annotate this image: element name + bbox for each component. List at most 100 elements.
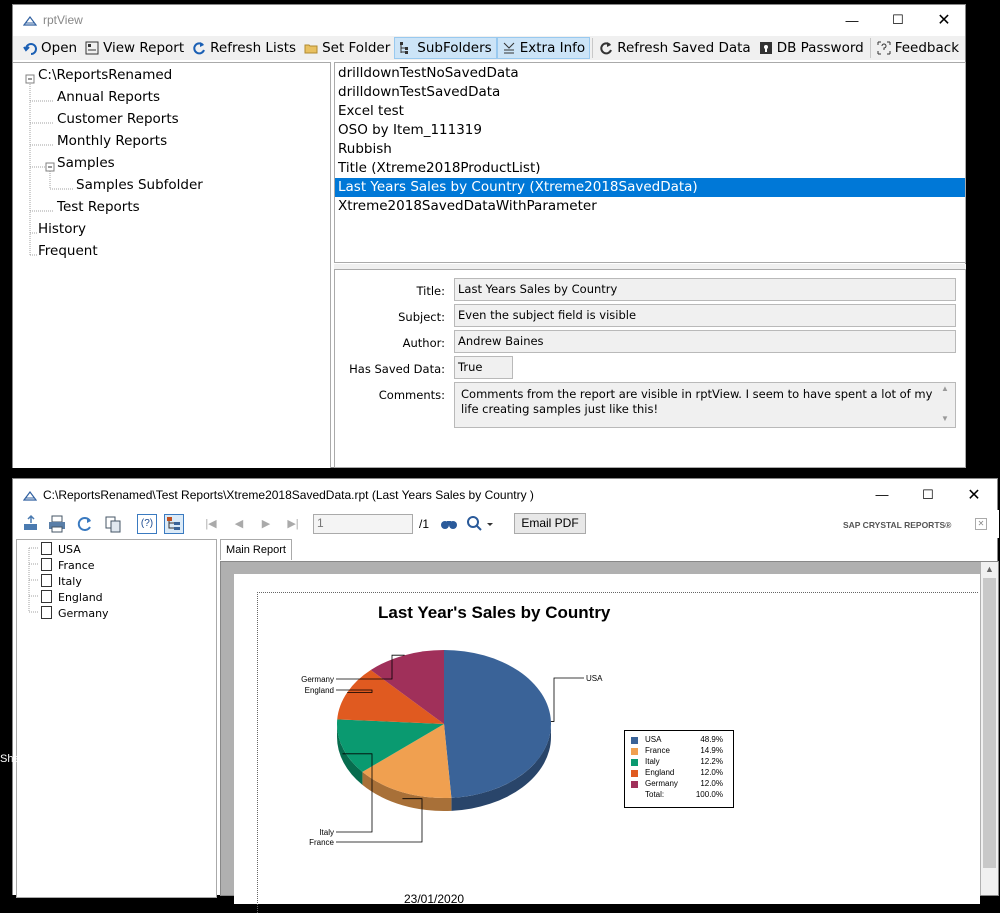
report-list-item[interactable]: OSO by Item_111319	[338, 122, 482, 138]
legend-row: England 12.0%	[631, 768, 727, 779]
pie-3d-edge	[337, 724, 551, 811]
previous-page-icon[interactable]: ◀	[234, 518, 244, 530]
refresh-icon	[192, 41, 206, 55]
zoom-icon[interactable]	[465, 514, 495, 534]
report-list-item[interactable]: Xtreme2018SavedDataWithParameter	[338, 198, 597, 214]
refresh-icon[interactable]	[75, 514, 95, 534]
tree-root[interactable]: C:\ReportsRenamed	[38, 67, 173, 83]
tree-item-samples[interactable]: Samples	[57, 155, 115, 171]
report-list-item[interactable]: drilldownTestSavedData	[338, 84, 501, 100]
tree-item-customer-reports[interactable]: Customer Reports	[57, 111, 179, 127]
group-tree-item[interactable]: Germany	[41, 606, 109, 620]
report-list-item[interactable]: Rubbish	[338, 141, 392, 157]
report-list-item-selected[interactable]: Last Years Sales by Country (Xtreme2018S…	[335, 178, 965, 197]
subject-field[interactable]: Even the subject field is visible	[454, 304, 956, 327]
minimize-button[interactable]: —	[845, 12, 859, 28]
export-icon[interactable]	[21, 514, 41, 534]
app-icon	[22, 14, 38, 26]
tree-item-history[interactable]: History	[38, 221, 87, 237]
feedback-button[interactable]: Feedback	[873, 37, 963, 59]
db-password-icon	[759, 41, 773, 55]
db-password-button[interactable]: DB Password	[755, 37, 868, 59]
leader-line	[336, 689, 373, 693]
print-icon[interactable]	[47, 514, 67, 534]
title-field[interactable]: Last Years Sales by Country	[454, 278, 956, 301]
subfolders-button[interactable]: SubFolders	[394, 37, 497, 59]
has-saved-data-label: Has Saved Data:	[349, 362, 445, 376]
group-tree: USA France Italy England Germany	[16, 539, 217, 898]
tab-main-report[interactable]: Main Report	[220, 539, 292, 560]
scroll-up-icon[interactable]: ▲	[985, 564, 994, 574]
help-icon[interactable]: (?)	[137, 514, 157, 534]
group-tree-item[interactable]: USA	[41, 542, 81, 556]
document-icon	[41, 606, 52, 619]
comments-field[interactable]: Comments from the report are visible in …	[454, 382, 956, 428]
legend-value: 12.0%	[700, 779, 723, 788]
group-tree-lines	[28, 547, 39, 613]
extra-info-button[interactable]: Extra Info	[496, 37, 591, 59]
tree-item-annual-reports[interactable]: Annual Reports	[57, 89, 161, 105]
next-page-icon[interactable]: ▶	[261, 518, 271, 530]
open-button[interactable]: Open	[19, 37, 81, 59]
legend-label: USA	[645, 735, 662, 744]
pie-slice-usa[interactable]	[444, 650, 551, 798]
pie-slice-edge	[337, 724, 363, 785]
pie-slice-england[interactable]	[337, 670, 444, 724]
refresh-icon	[599, 41, 613, 55]
close-button[interactable]: ✕	[937, 12, 951, 29]
pie-slice-edge	[451, 724, 551, 811]
tree-item-frequent[interactable]: Frequent	[38, 243, 98, 259]
page-total: /1	[419, 517, 430, 531]
minimize-button[interactable]: —	[875, 487, 889, 502]
tree-item-monthly-reports[interactable]: Monthly Reports	[57, 133, 168, 149]
legend-row: USA 48.9%	[631, 735, 727, 746]
legend-label: France	[645, 746, 670, 755]
panel-splitter[interactable]	[334, 264, 966, 269]
view-report-button[interactable]: View Report	[81, 37, 188, 59]
email-pdf-button[interactable]: Email PDF	[514, 513, 586, 534]
close-button[interactable]: ✕	[967, 486, 981, 504]
group-tree-item[interactable]: Italy	[41, 574, 82, 588]
tree-item-samples-subfolder[interactable]: Samples Subfolder	[76, 177, 203, 193]
pie-slice-france[interactable]	[362, 724, 452, 798]
pie-slice-italy[interactable]	[337, 719, 444, 772]
pie-slices	[337, 650, 551, 798]
report-list-item[interactable]: Excel test	[338, 103, 404, 119]
background-text: She	[0, 753, 20, 765]
legend-total-row: Total: 100.0%	[631, 790, 727, 801]
comments-scroll-up-icon[interactable]: ▲	[941, 384, 949, 393]
report-list-item[interactable]: Title (Xtreme2018ProductList)	[338, 160, 541, 176]
report-list: drilldownTestNoSavedData drilldownTestSa…	[334, 62, 966, 263]
document-icon	[41, 574, 52, 587]
group-tree-item[interactable]: France	[41, 558, 95, 572]
subject-label: Subject:	[398, 310, 445, 324]
toolbar-separator	[869, 38, 871, 58]
legend-swatch	[631, 748, 638, 755]
rptview-window: rptView — ☐ ✕ Open View Report Refresh L…	[12, 4, 966, 468]
group-tree-item[interactable]: England	[41, 590, 103, 604]
refresh-lists-button[interactable]: Refresh Lists	[188, 37, 300, 59]
refresh-saved-data-button[interactable]: Refresh Saved Data	[595, 37, 755, 59]
page-number-input[interactable]: 1	[313, 514, 413, 534]
maximize-button[interactable]: ☐	[922, 486, 934, 502]
copy-icon[interactable]	[103, 514, 123, 534]
comments-scroll-down-icon[interactable]: ▼	[941, 414, 949, 423]
author-field[interactable]: Andrew Baines	[454, 330, 956, 353]
legend-row: France 14.9%	[631, 746, 727, 757]
pie-slice-germany[interactable]	[370, 650, 444, 724]
last-page-icon[interactable]: ▶|	[287, 518, 299, 530]
viewer-title: C:\ReportsRenamed\Test Reports\Xtreme201…	[43, 488, 534, 502]
first-page-icon[interactable]: |◀	[205, 518, 217, 530]
maximize-button[interactable]: ☐	[892, 12, 904, 27]
has-saved-data-field[interactable]: True	[454, 356, 513, 379]
leader-line	[336, 753, 373, 833]
vertical-scrollbar[interactable]: ▲	[981, 562, 998, 895]
tree-item-test-reports[interactable]: Test Reports	[57, 199, 140, 215]
close-viewer-icon[interactable]: ✕	[975, 518, 987, 530]
report-list-item[interactable]: drilldownTestNoSavedData	[338, 65, 519, 81]
toggle-group-tree-icon[interactable]	[164, 514, 184, 534]
scrollbar-thumb[interactable]	[983, 578, 996, 868]
set-folder-button[interactable]: Set Folder	[300, 37, 394, 59]
legend-value: 14.9%	[700, 746, 723, 755]
find-icon[interactable]	[439, 514, 459, 534]
